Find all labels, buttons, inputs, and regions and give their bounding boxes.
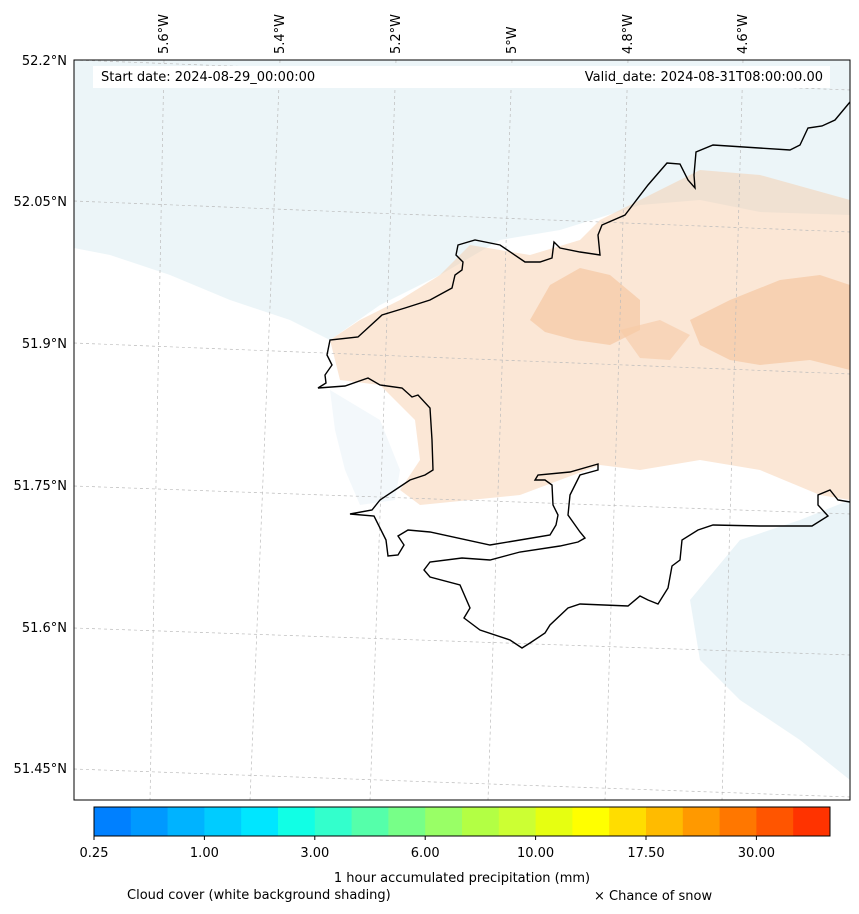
- cloud-shading-south: [690, 500, 850, 780]
- colorbar-cell: [94, 807, 132, 836]
- lat-label: 52.05°N: [14, 195, 67, 210]
- lat-label: 51.9°N: [22, 337, 67, 352]
- colorbar-ticks: [93, 836, 757, 840]
- snow-note: × Chance of snow: [594, 889, 713, 904]
- lon-label: 4.6°W: [736, 14, 751, 54]
- lat-label: 52.2°N: [22, 54, 67, 69]
- colorbar-tick-label: 1.00: [189, 846, 219, 861]
- colorbar-cell: [756, 807, 794, 836]
- coastline: [317, 101, 850, 649]
- colorbar-cell: [204, 807, 242, 836]
- valid-date-label: Valid_date: 2024-08-31T08:00:00.00: [584, 70, 823, 85]
- longitude-labels: 5.6°W 5.4°W 5.2°W 5°W 4.8°W 4.6°W: [157, 14, 751, 54]
- colorbar-cell: [130, 807, 169, 836]
- precip-shading-core3: [620, 320, 690, 360]
- colorbar-cell: [572, 807, 610, 836]
- colorbar-tick-label: 0.25: [79, 846, 109, 861]
- lat-label: 51.75°N: [14, 479, 67, 494]
- colorbar-cell: [719, 807, 757, 836]
- colorbar-cell: [609, 807, 647, 836]
- precip-shading-core1: [530, 268, 640, 345]
- colorbar-tick-label: 30.00: [737, 846, 775, 861]
- colorbar-cell: [425, 807, 463, 836]
- latitude-labels: 52.2°N 52.05°N 51.9°N 51.75°N 51.6°N 51.45°N: [14, 54, 67, 777]
- lon-label: 5.6°W: [157, 14, 172, 54]
- map-frame: [73, 59, 851, 801]
- colorbar-title: 1 hour accumulated precipitation (mm): [333, 871, 591, 886]
- colorbar-cell: [351, 807, 389, 836]
- colorbar-cell: [498, 807, 537, 836]
- precip-shading-core2: [690, 275, 850, 370]
- colorbar-cell: [167, 807, 205, 836]
- lon-label: 4.8°W: [621, 14, 636, 54]
- cloud-shading-north: [74, 60, 850, 340]
- colorbar-tick-label: 17.50: [627, 846, 665, 861]
- colorbar-cell: [646, 807, 684, 836]
- colorbar-cell: [793, 807, 831, 836]
- cloud-cover-note: Cloud cover (white background shading): [127, 888, 391, 903]
- colorbar-cell: [682, 807, 721, 836]
- colorbar-frame: [93, 806, 831, 837]
- colorbar-tick-label: 10.00: [516, 846, 555, 861]
- lon-label: 5°W: [505, 26, 520, 54]
- colorbar-tick-label: 6.00: [410, 846, 440, 861]
- colorbar-cell: [278, 807, 316, 836]
- colorbar-cell: [462, 807, 500, 836]
- colorbar-tick-label: 3.00: [300, 846, 330, 861]
- lon-label: 5.2°W: [389, 14, 404, 54]
- lat-label: 51.45°N: [14, 762, 67, 777]
- start-date-label: Start date: 2024-08-29_00:00:00: [101, 70, 316, 85]
- colorbar-cell: [388, 807, 426, 836]
- header-band: [93, 66, 830, 88]
- lat-label: 51.6°N: [22, 621, 67, 636]
- cloud-shading-bay: [330, 390, 400, 505]
- colorbar-cell: [535, 807, 573, 836]
- colorbar-cell: [314, 807, 353, 836]
- colorbar: [94, 807, 831, 836]
- colorbar-cell: [241, 807, 279, 836]
- lon-label: 5.4°W: [273, 14, 288, 54]
